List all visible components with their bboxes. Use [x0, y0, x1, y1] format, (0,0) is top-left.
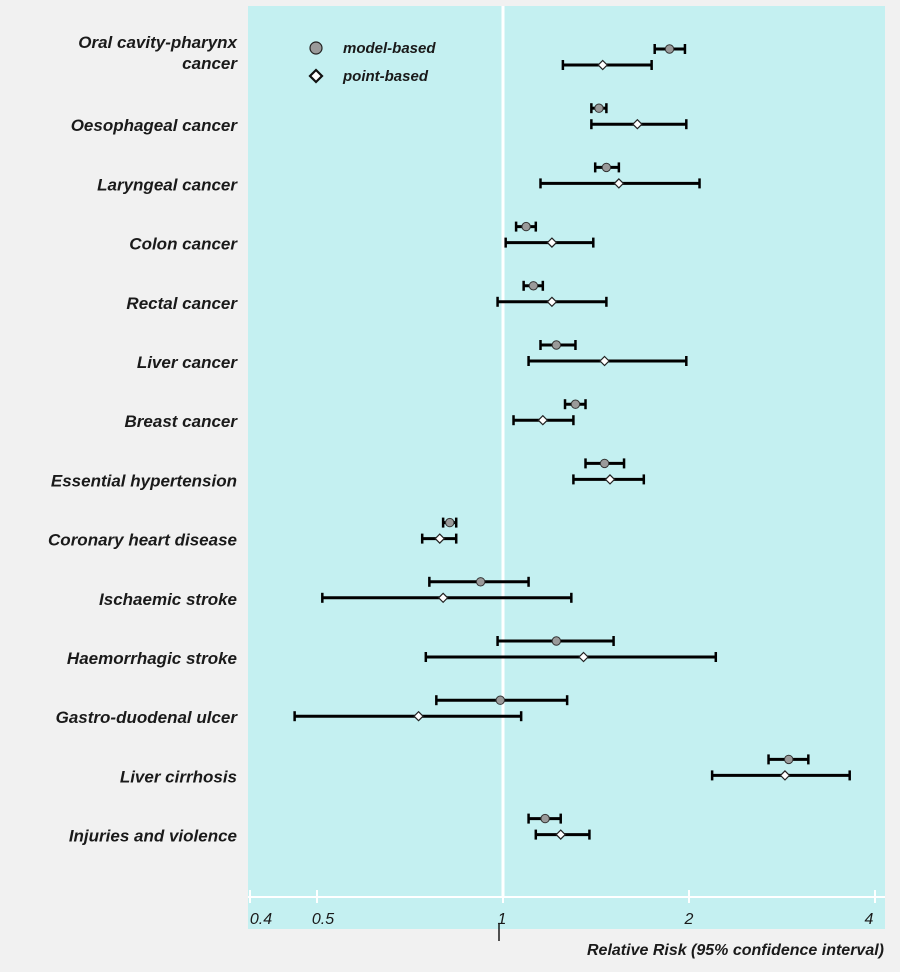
model-based-estimate: [563, 399, 587, 410]
diamond-marker: [779, 770, 791, 781]
circle-marker: [570, 399, 581, 409]
circle-marker: [521, 221, 531, 232]
point-based-estimate: [572, 474, 646, 485]
category-label: Colon cancer: [129, 235, 238, 254]
category-label: Liver cancer: [137, 353, 239, 372]
circle-marker: [445, 517, 455, 528]
diamond-marker: [537, 414, 549, 426]
circle-marker: [495, 695, 506, 705]
point-based-estimate: [512, 414, 575, 426]
diamond-marker: [632, 118, 643, 130]
point-based-estimate: [590, 118, 688, 130]
point-based-estimate: [420, 533, 458, 544]
circle-marker: [594, 103, 604, 113]
category-label: cancer: [182, 54, 238, 73]
diamond-marker: [597, 59, 609, 71]
category-label: Breast cancer: [125, 412, 239, 431]
category-label: Liver cirrhosis: [120, 767, 237, 786]
model-based-estimate: [428, 576, 530, 587]
category-label: Gastro-duodenal ulcer: [56, 708, 239, 727]
model-based-estimate: [527, 813, 562, 824]
circle-marker: [551, 340, 562, 350]
model-based-estimate: [590, 103, 608, 114]
diamond-marker: [578, 651, 589, 663]
legend-diamond-icon: [308, 68, 324, 84]
point-based-estimate: [424, 651, 718, 663]
category-label: Essential hypertension: [51, 471, 237, 490]
legend-label: point-based: [342, 68, 429, 85]
point-based-estimate: [496, 296, 608, 308]
point-based-estimate: [293, 710, 523, 722]
circle-marker: [540, 813, 550, 824]
category-label: Rectal cancer: [126, 294, 238, 313]
point-based-estimate: [561, 59, 653, 71]
category-label: Laryngeal cancer: [97, 175, 238, 194]
circle-marker: [551, 636, 562, 646]
circle-marker: [784, 754, 794, 765]
legend-circle-icon: [309, 41, 323, 55]
model-based-estimate: [435, 695, 569, 706]
diamond-marker: [437, 592, 449, 604]
plot-panel: [248, 6, 885, 929]
diamond-marker: [604, 474, 616, 485]
x-axis-title: Relative Risk (95% confidence interval): [587, 942, 884, 959]
category-label: Haemorrhagic stroke: [67, 649, 237, 668]
x-tick-label: 2: [684, 911, 694, 928]
legend-label: model-based: [343, 40, 436, 57]
diamond-marker: [613, 178, 625, 189]
category-label: Injuries and violence: [69, 827, 237, 846]
circle-marker: [528, 281, 539, 291]
category-label: Coronary heart disease: [48, 531, 237, 550]
legend: model-based point-based: [308, 40, 436, 85]
model-based-estimate: [539, 340, 577, 350]
diamond-marker: [599, 355, 610, 367]
model-based-estimate: [514, 221, 538, 232]
circle-marker: [599, 458, 610, 469]
category-label: Oral cavity-pharynx: [78, 33, 238, 52]
diamond-marker: [555, 829, 567, 840]
model-based-estimate: [767, 754, 810, 765]
point-based-estimate: [539, 178, 701, 189]
circle-marker: [475, 577, 486, 587]
model-based-estimate: [441, 517, 458, 528]
x-tick-label: 1: [498, 911, 507, 928]
model-based-estimate: [593, 162, 621, 173]
point-based-estimate: [527, 355, 688, 367]
model-based-estimate: [653, 44, 687, 54]
model-based-estimate: [496, 636, 615, 646]
point-based-estimate: [534, 829, 591, 840]
x-tick-label: 0.4: [250, 911, 272, 928]
diamond-marker: [546, 296, 558, 308]
model-based-estimate: [584, 458, 626, 469]
diamond-marker: [546, 237, 558, 248]
category-label: Oesophageal cancer: [71, 116, 239, 135]
diamond-marker: [434, 533, 446, 544]
point-based-estimate: [504, 237, 595, 248]
x-tick-label: 4: [865, 911, 874, 928]
circle-marker: [664, 44, 675, 54]
category-label: Ischaemic stroke: [99, 590, 237, 609]
diamond-marker: [413, 710, 424, 722]
x-tick-label: 0.5: [312, 911, 334, 928]
point-based-estimate: [710, 770, 851, 781]
model-based-estimate: [522, 280, 545, 291]
circle-marker: [601, 162, 612, 173]
point-based-estimate: [321, 592, 573, 604]
